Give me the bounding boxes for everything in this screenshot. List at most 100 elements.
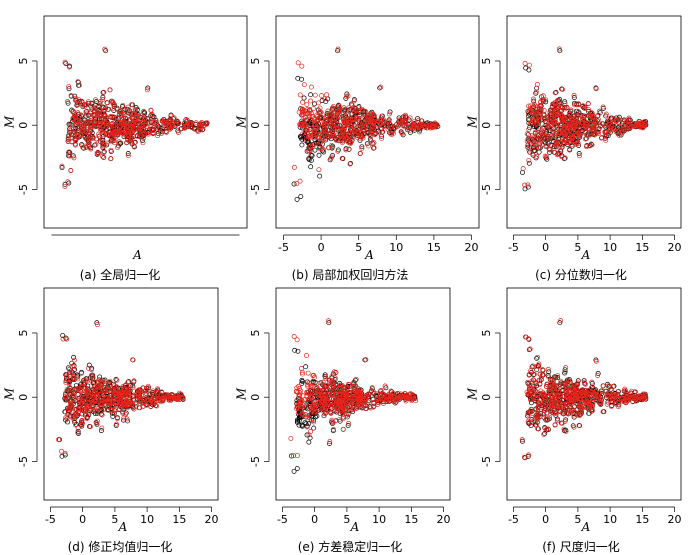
x-tick-label: 10 — [389, 241, 403, 254]
point-raw — [605, 118, 611, 124]
x-tick-label: 10 — [603, 513, 617, 526]
point-normalized — [83, 102, 89, 108]
point-normalized — [534, 131, 540, 137]
point-normalized — [363, 357, 369, 363]
point-raw — [317, 173, 323, 179]
point-normalized — [365, 117, 371, 123]
point-normalized — [594, 113, 600, 119]
y-tick-label: 5 — [249, 57, 262, 64]
point-normalized — [369, 120, 375, 125]
y-axis-title: M — [3, 387, 17, 401]
point-raw — [547, 149, 553, 155]
point-raw — [296, 422, 302, 428]
point-normalized — [135, 133, 140, 139]
point-normalized — [374, 395, 380, 401]
point-normalized — [544, 143, 550, 148]
point-normalized — [91, 119, 97, 124]
point-normalized — [368, 405, 374, 411]
point-normalized — [569, 136, 575, 142]
points-layer — [519, 318, 649, 461]
point-normalized — [105, 106, 111, 112]
point-normalized — [533, 141, 539, 147]
point-normalized — [530, 134, 536, 140]
point-normalized — [296, 409, 302, 415]
point-normalized — [163, 129, 169, 135]
point-raw — [520, 170, 525, 175]
point-normalized — [124, 132, 130, 138]
x-tick-label: 0 — [542, 241, 549, 254]
point-raw — [92, 142, 98, 148]
point-normalized — [616, 129, 622, 134]
point-normalized — [305, 414, 311, 420]
point-raw — [59, 453, 65, 459]
point-normalized — [65, 179, 71, 185]
point-normalized — [310, 106, 316, 112]
point-normalized — [324, 112, 330, 118]
point-normalized — [315, 399, 321, 405]
point-normalized — [307, 135, 313, 141]
point-normalized — [139, 124, 145, 130]
x-tick-label: -5 — [277, 513, 288, 526]
point-normalized — [117, 129, 123, 134]
point-normalized — [330, 132, 336, 137]
point-normalized — [97, 383, 102, 389]
point-normalized — [131, 406, 137, 412]
point-normalized — [352, 105, 358, 111]
point-normalized — [90, 375, 96, 381]
point-normalized — [526, 116, 532, 122]
point-raw — [530, 136, 536, 142]
point-normalized — [368, 388, 374, 394]
point-normalized — [125, 402, 131, 408]
point-normalized — [316, 121, 322, 127]
point-normalized — [396, 395, 402, 400]
point-normalized — [305, 384, 311, 389]
point-normalized — [71, 367, 77, 373]
point-normalized — [183, 117, 189, 122]
point-normalized — [65, 138, 71, 144]
point-normalized — [157, 129, 163, 135]
point-normalized — [304, 353, 309, 358]
point-normalized — [154, 388, 160, 394]
y-tick-label: 0 — [249, 122, 262, 129]
point-normalized — [359, 146, 365, 152]
point-normalized — [589, 142, 595, 148]
point-normalized — [333, 418, 338, 424]
point-normalized — [331, 123, 337, 129]
point-normalized — [161, 119, 167, 125]
point-normalized — [538, 109, 543, 115]
point-normalized — [142, 400, 148, 406]
point-normalized — [309, 114, 315, 119]
point-raw — [110, 414, 116, 419]
point-normalized — [545, 139, 551, 145]
point-normalized — [576, 102, 582, 108]
point-normalized — [330, 388, 336, 393]
point-normalized — [74, 101, 80, 107]
point-raw — [86, 362, 92, 368]
point-normalized — [123, 411, 129, 417]
point-normalized — [69, 123, 75, 129]
point-normalized — [399, 130, 405, 136]
point-normalized — [360, 399, 366, 405]
point-normalized — [424, 122, 429, 128]
point-normalized — [78, 112, 84, 118]
point-normalized — [107, 87, 113, 93]
point-raw — [595, 371, 601, 376]
point-normalized — [526, 147, 532, 153]
x-axis-title: A — [350, 520, 360, 534]
point-raw — [75, 431, 81, 437]
point-normalized — [526, 126, 532, 132]
point-normalized — [91, 390, 97, 396]
point-normalized — [322, 131, 328, 137]
point-normalized — [335, 397, 341, 403]
point-normalized — [300, 121, 306, 127]
point-normalized — [572, 121, 578, 127]
point-normalized — [197, 127, 203, 133]
x-tick-label: 15 — [635, 241, 649, 254]
x-axis-title: A — [364, 248, 374, 262]
point-normalized — [353, 376, 359, 382]
point-normalized — [326, 145, 332, 151]
point-raw — [308, 164, 314, 170]
point-normalized — [341, 118, 347, 124]
point-normalized — [71, 374, 77, 380]
point-normalized — [551, 136, 557, 142]
